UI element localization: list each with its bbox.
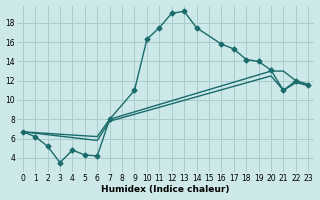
X-axis label: Humidex (Indice chaleur): Humidex (Indice chaleur): [101, 185, 230, 194]
